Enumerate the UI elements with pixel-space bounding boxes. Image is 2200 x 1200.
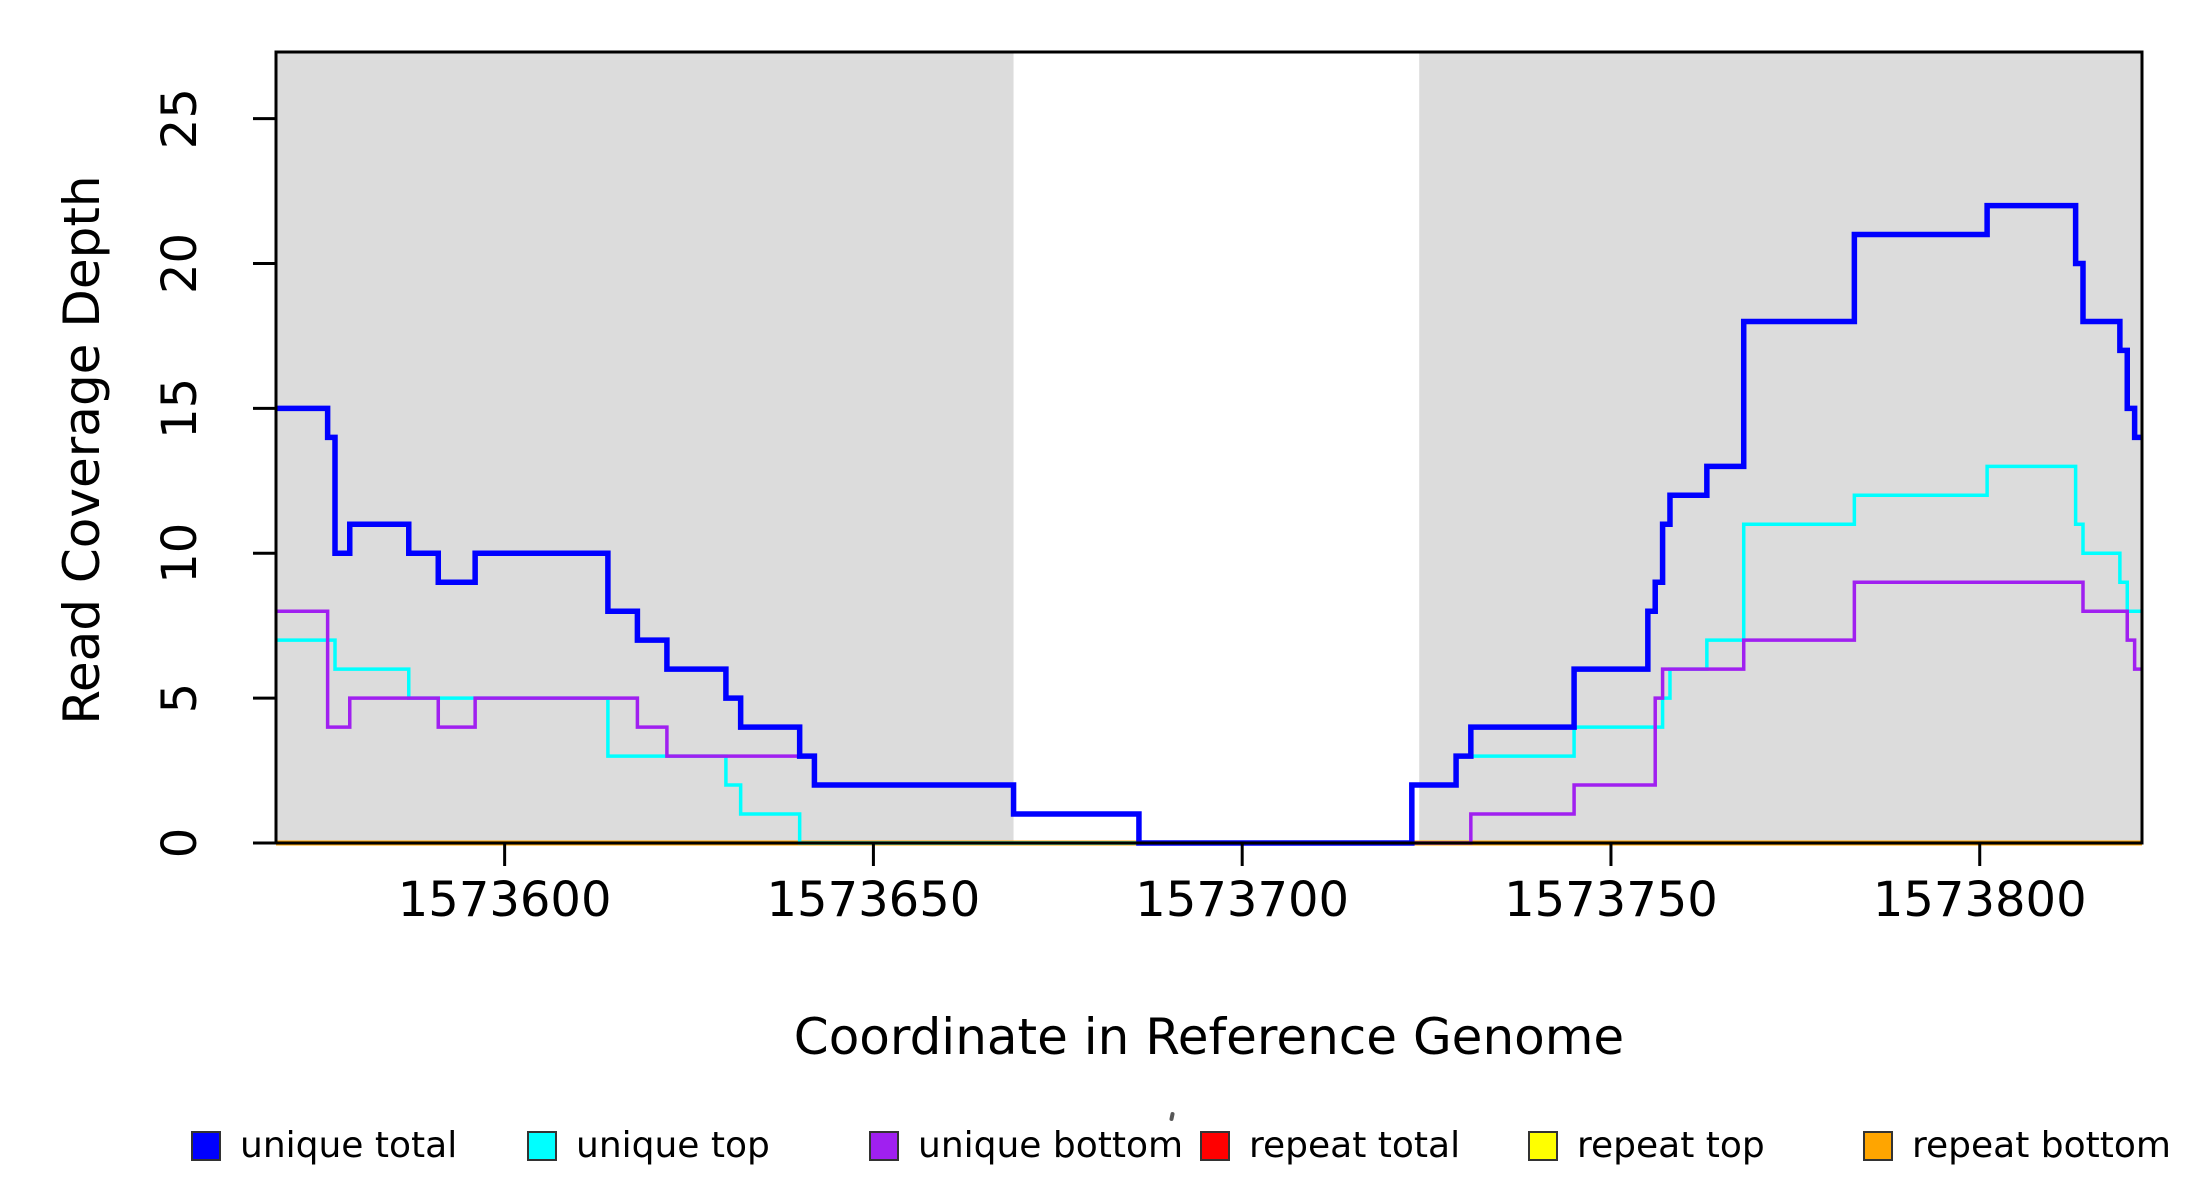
- y-tick-label: 15: [152, 378, 208, 439]
- legend-label: repeat top: [1577, 1125, 1765, 1166]
- y-tick-label: 5: [152, 683, 208, 714]
- x-tick-label: 1573800: [1873, 872, 2087, 928]
- legend-label: unique top: [576, 1125, 770, 1166]
- x-tick-label: 1573600: [398, 872, 612, 928]
- repeat-bottom-swatch-icon: [1863, 1131, 1893, 1161]
- x-axis-title: Coordinate in Reference Genome: [793, 1008, 1625, 1066]
- legend-item-unique-bottom: unique bottom: [869, 1123, 1183, 1169]
- legend-item-unique-top: unique top: [527, 1123, 770, 1169]
- shaded-region: [276, 52, 1014, 843]
- legend-label: repeat total: [1249, 1125, 1461, 1166]
- legend-item-repeat-total: repeat total: [1200, 1123, 1460, 1169]
- legend-item-repeat-top: repeat top: [1528, 1123, 1765, 1169]
- y-tick-label: 0: [152, 828, 208, 859]
- y-axis-title: Read Coverage Depth: [53, 175, 111, 725]
- legend-label: repeat bottom: [1912, 1125, 2171, 1166]
- y-tick-label: 20: [152, 233, 208, 294]
- y-tick-label: 25: [152, 88, 208, 149]
- y-tick-label: 10: [152, 523, 208, 584]
- repeat-top-swatch-icon: [1528, 1131, 1558, 1161]
- legend-label: unique total: [240, 1125, 458, 1166]
- legend-label: unique bottom: [918, 1125, 1184, 1166]
- unique-bottom-swatch-icon: [869, 1131, 899, 1161]
- legend-item-repeat-bottom: repeat bottom: [1863, 1123, 2171, 1169]
- x-tick-label: 1573700: [1135, 872, 1349, 928]
- series-unique-total-line: [276, 202, 2142, 846]
- shaded-region: [1419, 52, 2142, 843]
- x-tick-label: 1573650: [767, 872, 981, 928]
- x-tick-label: 1573750: [1504, 872, 1718, 928]
- unique-total-swatch-icon: [191, 1131, 221, 1161]
- plot-box: [274, 50, 2144, 845]
- repeat-total-swatch-icon: [1200, 1131, 1230, 1161]
- legend-item-unique-total: unique total: [191, 1123, 457, 1169]
- unique-top-swatch-icon: [527, 1131, 557, 1161]
